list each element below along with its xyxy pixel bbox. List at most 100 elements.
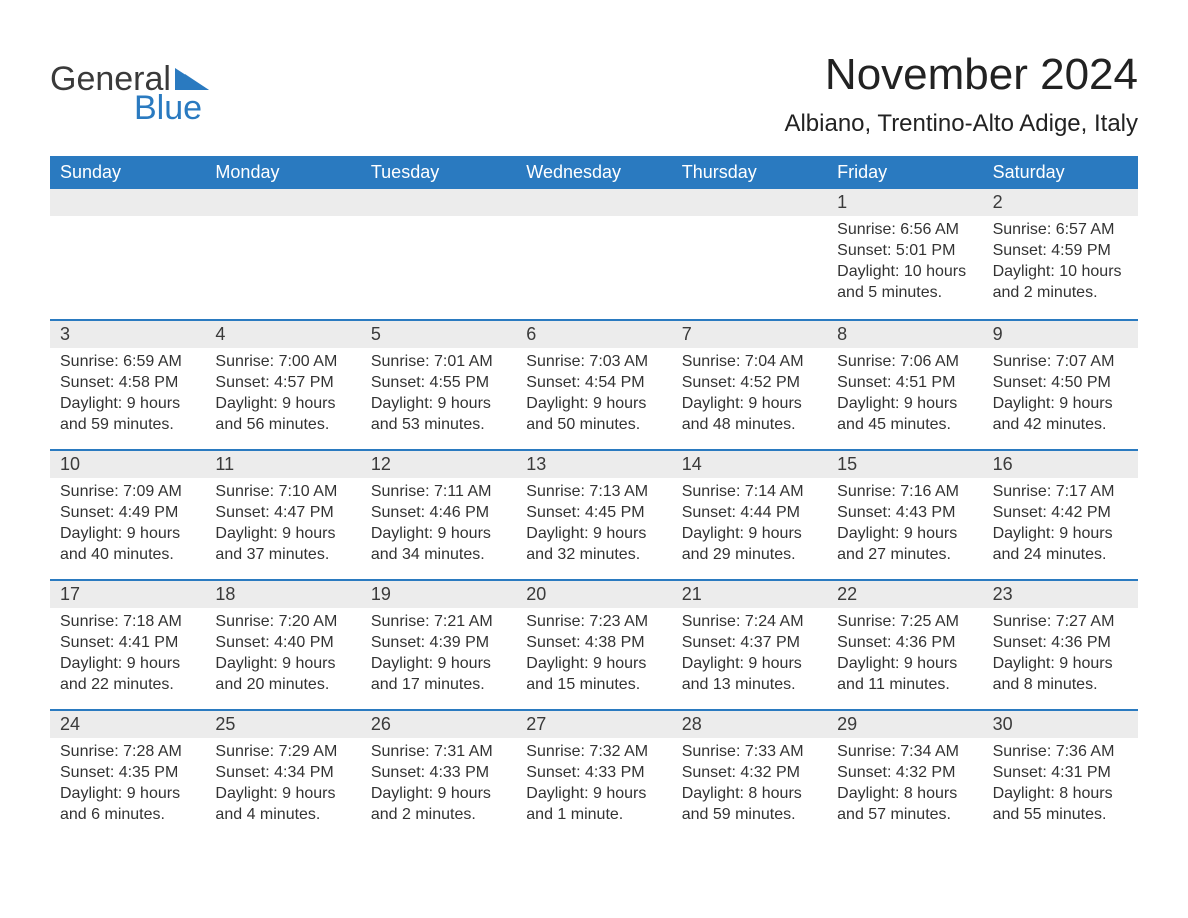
day-number	[205, 189, 360, 216]
day-day2: and 34 minutes.	[371, 545, 506, 565]
day-day1: Daylight: 9 hours	[60, 784, 195, 804]
day-day1: Daylight: 9 hours	[371, 394, 506, 414]
day-sunset: Sunset: 4:57 PM	[215, 373, 350, 393]
day-cell: 22Sunrise: 7:25 AMSunset: 4:36 PMDayligh…	[827, 581, 982, 709]
day-of-week-header: SundayMondayTuesdayWednesdayThursdayFrid…	[50, 156, 1138, 189]
day-cell: 6Sunrise: 7:03 AMSunset: 4:54 PMDaylight…	[516, 321, 671, 449]
day-number: 15	[827, 451, 982, 478]
location: Albiano, Trentino-Alto Adige, Italy	[784, 110, 1138, 138]
day-day2: and 42 minutes.	[993, 415, 1128, 435]
day-sunrise: Sunrise: 7:03 AM	[526, 352, 661, 372]
day-day2: and 32 minutes.	[526, 545, 661, 565]
day-day2: and 17 minutes.	[371, 675, 506, 695]
day-body: Sunrise: 7:21 AMSunset: 4:39 PMDaylight:…	[361, 608, 516, 706]
day-body: Sunrise: 7:14 AMSunset: 4:44 PMDaylight:…	[672, 478, 827, 576]
day-day2: and 48 minutes.	[682, 415, 817, 435]
day-body: Sunrise: 6:57 AMSunset: 4:59 PMDaylight:…	[983, 216, 1138, 314]
day-cell	[205, 189, 360, 319]
day-number: 8	[827, 321, 982, 348]
day-sunrise: Sunrise: 7:14 AM	[682, 482, 817, 502]
day-day1: Daylight: 9 hours	[60, 394, 195, 414]
day-cell: 2Sunrise: 6:57 AMSunset: 4:59 PMDaylight…	[983, 189, 1138, 319]
week-row: 17Sunrise: 7:18 AMSunset: 4:41 PMDayligh…	[50, 579, 1138, 709]
day-body: Sunrise: 7:31 AMSunset: 4:33 PMDaylight:…	[361, 738, 516, 836]
day-day2: and 13 minutes.	[682, 675, 817, 695]
day-cell: 18Sunrise: 7:20 AMSunset: 4:40 PMDayligh…	[205, 581, 360, 709]
day-day2: and 5 minutes.	[837, 283, 972, 303]
day-body: Sunrise: 7:36 AMSunset: 4:31 PMDaylight:…	[983, 738, 1138, 836]
day-day1: Daylight: 9 hours	[215, 524, 350, 544]
day-sunrise: Sunrise: 7:01 AM	[371, 352, 506, 372]
day-sunrise: Sunrise: 7:00 AM	[215, 352, 350, 372]
day-day2: and 59 minutes.	[60, 415, 195, 435]
day-sunset: Sunset: 4:33 PM	[371, 763, 506, 783]
day-body: Sunrise: 7:28 AMSunset: 4:35 PMDaylight:…	[50, 738, 205, 836]
day-sunrise: Sunrise: 7:23 AM	[526, 612, 661, 632]
day-day1: Daylight: 9 hours	[993, 654, 1128, 674]
day-sunrise: Sunrise: 7:28 AM	[60, 742, 195, 762]
day-number: 7	[672, 321, 827, 348]
day-body: Sunrise: 7:29 AMSunset: 4:34 PMDaylight:…	[205, 738, 360, 836]
day-cell: 26Sunrise: 7:31 AMSunset: 4:33 PMDayligh…	[361, 711, 516, 839]
page-title: November 2024	[784, 50, 1138, 100]
day-body: Sunrise: 7:18 AMSunset: 4:41 PMDaylight:…	[50, 608, 205, 706]
dow-cell: Wednesday	[516, 156, 671, 189]
day-sunset: Sunset: 4:58 PM	[60, 373, 195, 393]
day-sunset: Sunset: 4:43 PM	[837, 503, 972, 523]
day-body: Sunrise: 6:59 AMSunset: 4:58 PMDaylight:…	[50, 348, 205, 446]
day-day1: Daylight: 9 hours	[837, 524, 972, 544]
day-cell: 14Sunrise: 7:14 AMSunset: 4:44 PMDayligh…	[672, 451, 827, 579]
day-cell	[361, 189, 516, 319]
day-body: Sunrise: 7:03 AMSunset: 4:54 PMDaylight:…	[516, 348, 671, 446]
day-cell: 25Sunrise: 7:29 AMSunset: 4:34 PMDayligh…	[205, 711, 360, 839]
day-day2: and 1 minute.	[526, 805, 661, 825]
day-sunrise: Sunrise: 7:27 AM	[993, 612, 1128, 632]
day-day1: Daylight: 9 hours	[371, 524, 506, 544]
day-day1: Daylight: 9 hours	[215, 394, 350, 414]
day-cell: 8Sunrise: 7:06 AMSunset: 4:51 PMDaylight…	[827, 321, 982, 449]
day-sunrise: Sunrise: 7:17 AM	[993, 482, 1128, 502]
day-day1: Daylight: 9 hours	[837, 654, 972, 674]
day-sunrise: Sunrise: 7:10 AM	[215, 482, 350, 502]
day-number: 6	[516, 321, 671, 348]
day-number	[361, 189, 516, 216]
day-body: Sunrise: 7:32 AMSunset: 4:33 PMDaylight:…	[516, 738, 671, 836]
calendar: SundayMondayTuesdayWednesdayThursdayFrid…	[50, 156, 1138, 839]
day-cell: 13Sunrise: 7:13 AMSunset: 4:45 PMDayligh…	[516, 451, 671, 579]
day-day1: Daylight: 9 hours	[682, 394, 817, 414]
day-number: 17	[50, 581, 205, 608]
dow-cell: Monday	[205, 156, 360, 189]
day-number: 9	[983, 321, 1138, 348]
day-number: 30	[983, 711, 1138, 738]
day-sunrise: Sunrise: 7:13 AM	[526, 482, 661, 502]
day-cell: 16Sunrise: 7:17 AMSunset: 4:42 PMDayligh…	[983, 451, 1138, 579]
day-body: Sunrise: 7:34 AMSunset: 4:32 PMDaylight:…	[827, 738, 982, 836]
day-number: 22	[827, 581, 982, 608]
day-sunrise: Sunrise: 7:18 AM	[60, 612, 195, 632]
day-day1: Daylight: 9 hours	[682, 654, 817, 674]
day-sunrise: Sunrise: 7:21 AM	[371, 612, 506, 632]
day-sunset: Sunset: 4:47 PM	[215, 503, 350, 523]
day-sunset: Sunset: 4:44 PM	[682, 503, 817, 523]
day-day1: Daylight: 9 hours	[993, 394, 1128, 414]
day-day2: and 8 minutes.	[993, 675, 1128, 695]
day-day2: and 37 minutes.	[215, 545, 350, 565]
day-sunset: Sunset: 4:36 PM	[993, 633, 1128, 653]
week-row: 1Sunrise: 6:56 AMSunset: 5:01 PMDaylight…	[50, 189, 1138, 319]
day-cell: 1Sunrise: 6:56 AMSunset: 5:01 PMDaylight…	[827, 189, 982, 319]
day-body: Sunrise: 7:11 AMSunset: 4:46 PMDaylight:…	[361, 478, 516, 576]
day-sunset: Sunset: 4:31 PM	[993, 763, 1128, 783]
day-cell: 21Sunrise: 7:24 AMSunset: 4:37 PMDayligh…	[672, 581, 827, 709]
dow-cell: Sunday	[50, 156, 205, 189]
day-day2: and 2 minutes.	[993, 283, 1128, 303]
day-day2: and 57 minutes.	[837, 805, 972, 825]
day-sunset: Sunset: 4:49 PM	[60, 503, 195, 523]
day-cell: 30Sunrise: 7:36 AMSunset: 4:31 PMDayligh…	[983, 711, 1138, 839]
title-block: November 2024 Albiano, Trentino-Alto Adi…	[784, 50, 1138, 138]
day-day2: and 59 minutes.	[682, 805, 817, 825]
day-number	[50, 189, 205, 216]
day-sunset: Sunset: 4:39 PM	[371, 633, 506, 653]
dow-cell: Tuesday	[361, 156, 516, 189]
day-day1: Daylight: 9 hours	[215, 784, 350, 804]
day-sunrise: Sunrise: 7:24 AM	[682, 612, 817, 632]
